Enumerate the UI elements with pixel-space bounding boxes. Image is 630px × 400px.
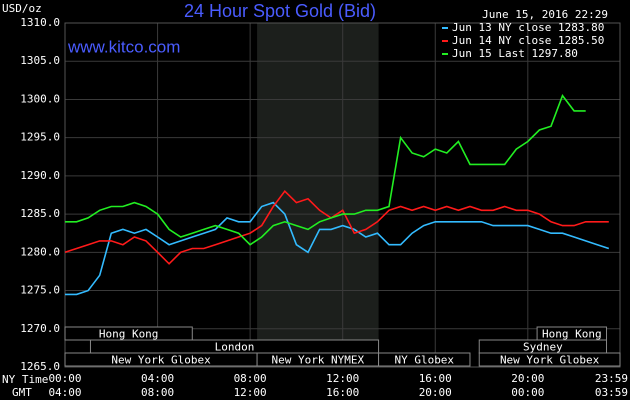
session-bar: [478, 352, 621, 367]
x2-tick-label: 12:00: [234, 386, 267, 399]
x-tick-label: 20:00: [511, 372, 544, 385]
session-bar: [536, 326, 608, 341]
x-tick-label: 08:00: [234, 372, 267, 385]
y-axis-label: USD/oz: [2, 2, 42, 15]
chart-title: 24 Hour Spot Gold (Bid): [184, 1, 376, 21]
x2-tick-label: 20:00: [419, 386, 452, 399]
site-label: www.kitco.com: [67, 37, 180, 56]
x2-tick-label: 03:59: [595, 386, 628, 399]
y-tick-label: 1290.0: [20, 169, 60, 182]
x2-tick-label: 04:00: [48, 386, 81, 399]
y-tick-label: 1275.0: [20, 284, 60, 297]
legend-label: Jun 13 NY close 1283.80: [452, 21, 604, 34]
y-tick-label: 1270.0: [20, 322, 60, 335]
session-label: Hong Kong: [542, 328, 602, 341]
x-axis-label: NY Time: [2, 373, 48, 386]
x-tick-label: 04:00: [141, 372, 174, 385]
plot-underlay: [64, 22, 621, 368]
x-tick-label: 23:59: [595, 372, 628, 385]
y-tick-label: 1310.0: [20, 16, 60, 29]
session-label: Hong Kong: [99, 328, 159, 341]
x2-axis-label: GMT: [12, 386, 32, 399]
session-label: New York NYMEX: [271, 354, 364, 367]
y-tick-label: 1305.0: [20, 54, 60, 67]
series-line: [64, 189, 609, 265]
y-tick-label: 1280.0: [20, 245, 60, 258]
session-shade: [257, 23, 379, 367]
session-label: London: [215, 341, 255, 354]
session-label: New York Globex: [500, 354, 600, 367]
y-tick-label: 1300.0: [20, 92, 60, 105]
session-bar: [378, 352, 471, 367]
session-label: NY Globex: [394, 354, 454, 367]
timestamp: June 15, 2016 22:29: [482, 8, 608, 21]
y-tick-label: 1265.0: [20, 360, 60, 373]
series-line: [65, 93, 586, 246]
plot-frame: [64, 22, 621, 368]
x-tick-label: 00:00: [48, 372, 81, 385]
x-tick-label: 16:00: [419, 372, 452, 385]
session-label: New York Globex: [111, 354, 211, 367]
x-tick-label: 12:00: [326, 372, 359, 385]
y-tick-label: 1285.0: [20, 207, 60, 220]
x2-tick-label: 00:00: [511, 386, 544, 399]
legend-label: Jun 15 Last 1297.80: [452, 47, 578, 60]
x2-tick-label: 16:00: [326, 386, 359, 399]
session-label: Sydney: [523, 341, 563, 354]
series-line: [65, 201, 610, 296]
x2-tick-label: 08:00: [141, 386, 174, 399]
y-tick-label: 1295.0: [20, 131, 60, 144]
legend-label: Jun 14 NY close 1285.50: [452, 34, 604, 47]
